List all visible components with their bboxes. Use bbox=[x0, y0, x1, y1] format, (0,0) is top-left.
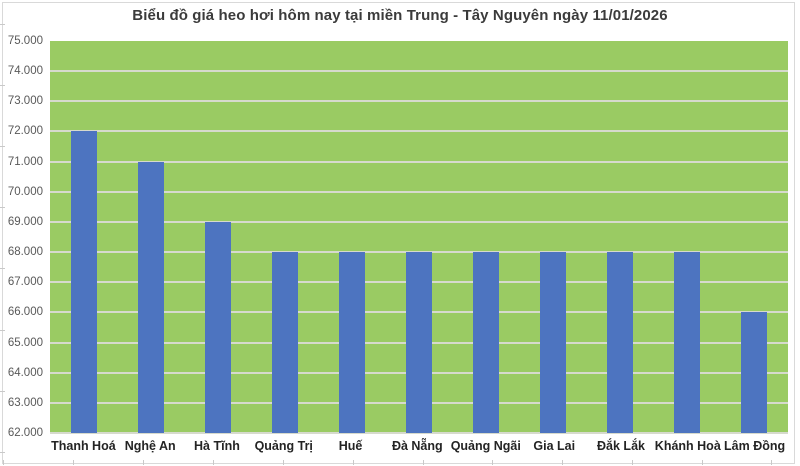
bar-cell bbox=[587, 41, 654, 433]
y-tick-label: 64.000 bbox=[7, 366, 43, 379]
bar-lâm-đồng bbox=[741, 312, 768, 433]
edge-grid-tick bbox=[283, 460, 284, 465]
x-tick-label: Quảng Ngãi bbox=[450, 439, 521, 453]
y-tick-label: 73.000 bbox=[7, 95, 43, 108]
x-tick-label: Huế bbox=[338, 439, 363, 453]
bar-nghệ-an bbox=[137, 161, 164, 433]
x-axis: Thanh Hoá Nghệ An Hà Tĩnh Quảng Trị Huế Đà Nẵ… bbox=[50, 439, 788, 453]
x-tick-label: Hà Tĩnh bbox=[194, 439, 240, 453]
edge-grid-tick bbox=[0, 24, 5, 25]
edge-grid-tick bbox=[423, 460, 424, 465]
x-tick-label: Đắk Lắk bbox=[597, 439, 645, 453]
gridline bbox=[50, 70, 788, 73]
gridline bbox=[50, 100, 788, 103]
bar-cell bbox=[385, 41, 452, 433]
edge-grid-tick bbox=[73, 460, 74, 465]
y-tick-label: 65.000 bbox=[7, 336, 43, 349]
y-tick-label: 72.000 bbox=[7, 125, 43, 138]
edge-grid-tick bbox=[3, 460, 4, 465]
edge-grid-tick bbox=[632, 460, 633, 465]
x-tick-label: Quảng Trị bbox=[254, 439, 313, 453]
edge-grid-tick bbox=[702, 460, 703, 465]
bar-cell bbox=[453, 41, 520, 433]
gridline bbox=[50, 432, 788, 434]
x-tick-label: Khánh Hoà bbox=[654, 439, 721, 453]
bar-huế bbox=[338, 252, 365, 433]
x-tick-label: Đà Nẵng bbox=[391, 439, 443, 453]
bar-cell bbox=[318, 41, 385, 433]
edge-grid-tick bbox=[0, 207, 5, 208]
y-tick-label: 71.000 bbox=[7, 155, 43, 168]
bar-cell bbox=[184, 41, 251, 433]
gridline bbox=[50, 251, 788, 254]
bar-cell bbox=[50, 41, 117, 433]
chart-title: Biểu đồ giá heo hơi hôm nay tại miền Tru… bbox=[132, 7, 668, 24]
edge-grid-tick bbox=[0, 330, 5, 331]
bar-hà-tĩnh bbox=[204, 221, 231, 433]
edge-grid-tick bbox=[771, 460, 772, 465]
x-tick-label: Lâm Đồng bbox=[724, 439, 786, 453]
gridline bbox=[50, 160, 788, 163]
bar-cell bbox=[117, 41, 184, 433]
gridline bbox=[50, 190, 788, 193]
y-tick-label: 67.000 bbox=[7, 276, 43, 289]
y-tick-label: 75.000 bbox=[7, 35, 43, 47]
y-tick-label: 74.000 bbox=[7, 65, 43, 78]
edge-grid-tick bbox=[143, 460, 144, 465]
bars-layer bbox=[50, 41, 788, 433]
y-tick-label: 70.000 bbox=[7, 185, 43, 198]
edge-grid-tick bbox=[0, 452, 5, 453]
edge-grid-tick bbox=[0, 146, 5, 147]
bar-quảng-trị bbox=[271, 252, 298, 433]
edge-grid-tick bbox=[0, 85, 5, 86]
bar-đắk-lắk bbox=[607, 252, 634, 433]
y-tick-label: 66.000 bbox=[7, 306, 43, 319]
plot-area bbox=[50, 41, 788, 434]
bar-gia-lai bbox=[540, 252, 567, 433]
y-tick-label: 69.000 bbox=[7, 215, 43, 228]
x-tick-label: Nghệ An bbox=[124, 439, 176, 453]
bar-đà-nẵng bbox=[406, 252, 433, 433]
bar-quảng-ngãi bbox=[473, 252, 500, 433]
gridline bbox=[50, 220, 788, 223]
edge-grid-tick bbox=[213, 460, 214, 465]
y-tick-label: 62.000 bbox=[7, 427, 43, 439]
bar-cell bbox=[520, 41, 587, 433]
y-tick-label: 68.000 bbox=[7, 246, 43, 259]
x-tick-label: Thanh Hoá bbox=[51, 439, 116, 453]
x-tick-label: Gia Lai bbox=[533, 439, 576, 453]
bar-cell bbox=[654, 41, 721, 433]
edge-grid-tick bbox=[0, 268, 5, 269]
edge-grid-tick bbox=[0, 391, 5, 392]
bar-khánh-hoà bbox=[674, 252, 701, 433]
edge-grid-tick bbox=[492, 460, 493, 465]
edge-grid-tick bbox=[562, 460, 563, 465]
gridline bbox=[50, 130, 788, 133]
bar-thanh-hoá bbox=[70, 131, 97, 433]
bar-cell bbox=[721, 41, 788, 433]
y-tick-label: 63.000 bbox=[7, 396, 43, 409]
y-axis: 75.000 74.000 73.000 72.000 71.000 70.000 69.0… bbox=[0, 35, 43, 439]
edge-grid-tick bbox=[353, 460, 354, 465]
bar-cell bbox=[251, 41, 318, 433]
